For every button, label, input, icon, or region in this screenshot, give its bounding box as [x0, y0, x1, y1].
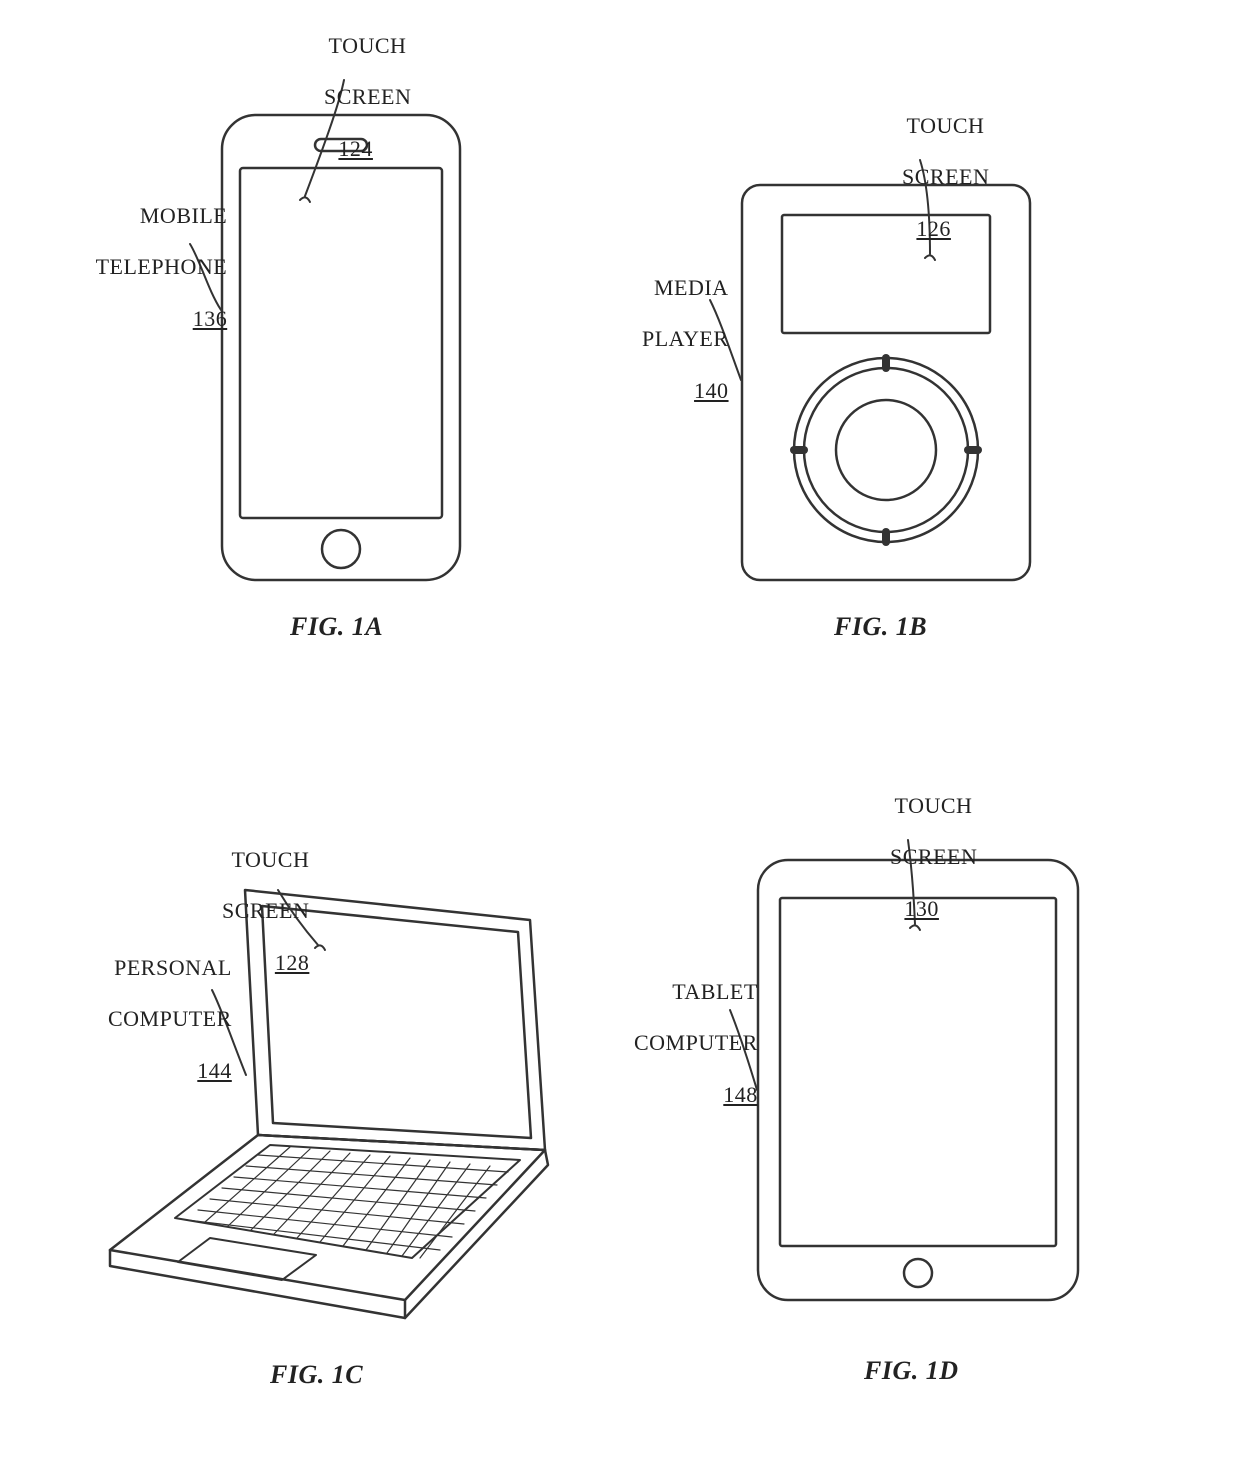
- fig-1d-screen-label: TOUCH SCREEN 130: [866, 768, 977, 972]
- label-text: TOUCH: [895, 793, 973, 818]
- label-text: COMPUTER: [634, 1030, 758, 1055]
- label-text: COMPUTER: [108, 1006, 232, 1031]
- label-text: PERSONAL: [114, 955, 232, 980]
- label-text: TOUCH: [231, 847, 309, 872]
- label-text: TOUCH: [907, 113, 985, 138]
- label-ref: 148: [610, 1082, 758, 1107]
- patent-figure-page: TOUCH SCREEN 124 MOBILE TELEPHONE 136 FI…: [0, 0, 1240, 1483]
- label-text: SCREEN: [222, 898, 309, 923]
- label-text: PLAYER: [642, 326, 729, 351]
- label-text: SCREEN: [324, 84, 411, 109]
- fig-1c-device-label: PERSONAL COMPUTER 144: [84, 930, 232, 1134]
- label-text: SCREEN: [902, 164, 989, 189]
- label-ref: 124: [300, 136, 411, 161]
- fig-1d-device-label: TABLET COMPUTER 148: [610, 954, 758, 1158]
- fig-1c-caption: FIG. 1C: [270, 1360, 363, 1390]
- label-ref: 144: [84, 1058, 232, 1083]
- label-text: TOUCH: [329, 33, 407, 58]
- fig-1d-caption: FIG. 1D: [864, 1356, 959, 1386]
- fig-1a-device-label: MOBILE TELEPHONE 136: [72, 178, 227, 382]
- label-ref: 140: [618, 378, 729, 403]
- fig-1b-screen-label: TOUCH SCREEN 126: [878, 88, 989, 292]
- label-ref: 136: [72, 306, 227, 331]
- label-ref: 126: [878, 216, 989, 241]
- label-ref: 130: [866, 896, 977, 921]
- fig-1b-caption: FIG. 1B: [834, 612, 927, 642]
- label-text: SCREEN: [890, 844, 977, 869]
- fig-1a-caption: FIG. 1A: [290, 612, 383, 642]
- fig-1a-screen-label: TOUCH SCREEN 124: [300, 8, 411, 212]
- label-text: TELEPHONE: [96, 254, 228, 279]
- label-text: TABLET: [672, 979, 758, 1004]
- fig-1b-device-label: MEDIA PLAYER 140: [618, 250, 729, 454]
- label-text: MEDIA: [654, 275, 729, 300]
- label-text: MOBILE: [140, 203, 227, 228]
